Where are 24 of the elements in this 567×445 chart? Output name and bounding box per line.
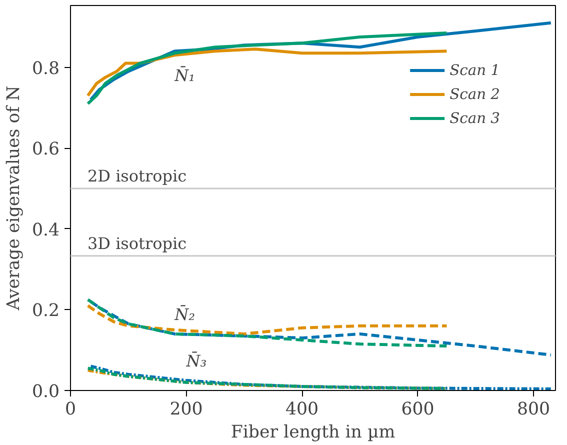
y-tick-label: 0.0 [32, 382, 60, 402]
y-tick-label: 0.8 [32, 58, 60, 79]
line-series [86, 31, 448, 106]
ref-line-label: 3D isotropic [87, 234, 187, 253]
y-tick-label: 0.2 [32, 301, 60, 322]
legend-label: Scan 3 [450, 110, 500, 126]
y-tick-label: 0.6 [32, 140, 60, 160]
x-tick-label: 600 [401, 400, 434, 420]
y-tick-label: 0.4 [32, 220, 60, 240]
ref-line-label: 2D isotropic [87, 166, 187, 186]
annotation: N̄₂ [174, 304, 196, 324]
x-tick-label: 200 [170, 400, 203, 420]
line-series [86, 298, 448, 348]
legend-label: Scan 1 [450, 62, 500, 78]
x-tick-label: 0 [64, 400, 76, 420]
y-axis-title: Average eigenvalues of N [4, 86, 24, 312]
line-series [86, 304, 448, 336]
line-series [86, 48, 448, 98]
x-tick-label: 800 [516, 400, 550, 420]
annotation: N̄₁ [174, 66, 196, 86]
legend-label: Scan 2 [450, 86, 500, 102]
x-tick-label: 400 [285, 400, 319, 420]
x-axis-title: Fiber length in µm [230, 422, 396, 442]
annotation: N̄₃ [185, 351, 207, 370]
